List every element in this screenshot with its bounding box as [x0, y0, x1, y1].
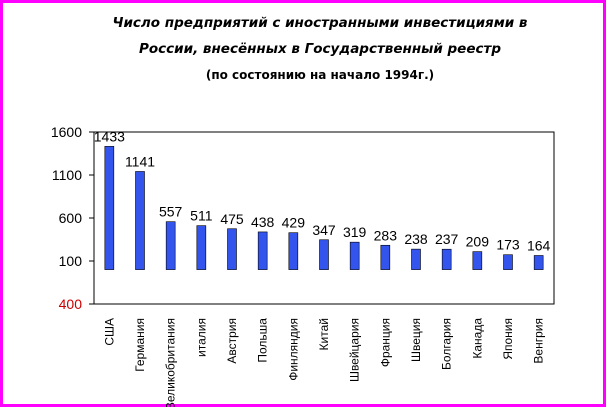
- category-label: Швеция: [409, 318, 423, 362]
- chart-title-line-2: России, внесённых в Государственный реес…: [139, 41, 501, 57]
- data-label: 164: [527, 237, 551, 253]
- data-label: 429: [282, 215, 306, 231]
- category-label: италия: [194, 318, 208, 357]
- category-label: Венгрия: [532, 318, 546, 364]
- bar: [257, 231, 268, 270]
- data-label: 319: [343, 224, 367, 240]
- category-label: США: [102, 318, 116, 346]
- bar: [227, 228, 237, 270]
- bar: [165, 221, 176, 270]
- category-label: Австрия: [225, 318, 239, 364]
- category-label: Финляндия: [286, 318, 300, 381]
- data-label: 438: [251, 214, 275, 230]
- data-label: 511: [190, 208, 213, 224]
- category-label: Швейцария: [348, 318, 362, 382]
- bar: [380, 244, 391, 270]
- y-tick-label: 600: [59, 210, 83, 226]
- data-label: 283: [374, 227, 398, 243]
- y-tick-label: 1600: [51, 124, 82, 140]
- bar: [288, 232, 299, 270]
- y-tick-label: 400: [59, 296, 83, 312]
- data-label: 347: [312, 222, 336, 238]
- category-label: Франция: [378, 318, 392, 367]
- y-tick-label: 1100: [52, 167, 82, 183]
- chart-subtitle: (по состоянию на начало 1994г.): [205, 68, 435, 82]
- data-label: 237: [435, 231, 459, 247]
- bar: [135, 171, 145, 270]
- data-label: 475: [220, 211, 244, 227]
- data-label: 557: [159, 204, 183, 220]
- y-tick-label: 100: [59, 253, 83, 269]
- bar: [472, 251, 483, 270]
- chart-title-line-1: Число предприятий с иностранными инвести…: [112, 15, 528, 31]
- data-label: 1433: [94, 128, 125, 144]
- category-label: Канада: [470, 318, 484, 359]
- category-label: Польша: [256, 318, 270, 363]
- bar: [441, 248, 452, 270]
- category-label: Германия: [133, 318, 147, 372]
- bar: [533, 255, 544, 270]
- category-label: Великобритания: [164, 318, 178, 407]
- bar: [319, 239, 329, 270]
- bar: [196, 225, 207, 270]
- bar: [104, 146, 115, 270]
- data-label: 238: [404, 231, 428, 247]
- data-label: 173: [496, 237, 520, 253]
- category-label: Китай: [317, 318, 331, 350]
- category-label: Болгария: [440, 318, 454, 370]
- data-label: 209: [466, 234, 490, 250]
- bar: [411, 248, 421, 270]
- data-label: 1141: [125, 153, 155, 169]
- bar: [503, 254, 513, 270]
- category-label: Япония: [501, 318, 515, 360]
- bar: [349, 241, 360, 270]
